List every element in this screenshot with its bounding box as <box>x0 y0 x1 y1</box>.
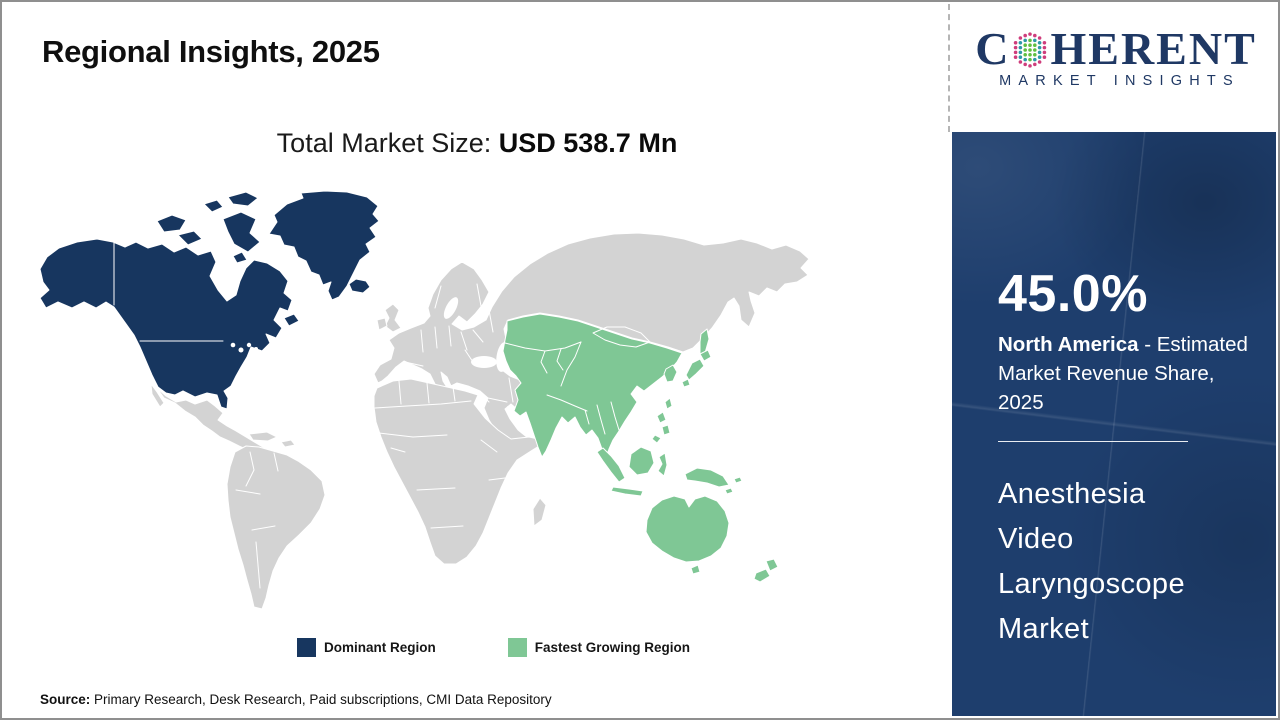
share-region: North America <box>998 333 1139 356</box>
sidebar-divider <box>998 441 1188 442</box>
page-title: Regional Insights, 2025 <box>42 34 380 69</box>
stats-sidebar: 45.0% North America - Estimated Market R… <box>952 132 1276 716</box>
brand-logo: C HER <box>960 26 1272 90</box>
legend-label-fastest: Fastest Growing Region <box>534 640 691 655</box>
total-market-size-value: USD 538.7 Mn <box>498 128 678 158</box>
market-name-line: Laryngoscope <box>998 568 1185 600</box>
market-name: Anesthesia Video Laryngoscope Market <box>998 472 1240 652</box>
brand-subtitle: MARKET INSIGHTS <box>999 73 1240 89</box>
wordmark-right: HERENT <box>1050 23 1257 74</box>
legend-swatch-fastest <box>507 638 527 657</box>
source-text: Primary Research, Desk Research, Paid su… <box>90 692 552 707</box>
region-north-america <box>39 190 380 410</box>
region-asia-mainland <box>502 313 683 458</box>
world-map-choropleth <box>39 190 810 610</box>
market-name-line: Market <box>998 613 1090 645</box>
region-new-guinea <box>684 467 730 488</box>
header-dashed-divider <box>948 4 950 132</box>
region-greenland <box>268 190 380 301</box>
brand-wordmark: C HER <box>960 26 1272 72</box>
region-japan <box>685 358 705 381</box>
legend-label-dominant: Dominant Region <box>324 640 436 655</box>
source-label: Source: <box>40 692 91 707</box>
map-legend: Dominant Region Fastest Growing Region <box>297 638 690 657</box>
source-note: Source: Primary Research, Desk Research,… <box>40 692 552 707</box>
region-usa-canada-alaska <box>39 238 293 410</box>
region-new-zealand <box>753 568 771 583</box>
share-desc-text: - Estimated Market Revenue Share, 2025 <box>998 333 1248 414</box>
total-market-size: Total Market Size: USD 538.7 Mn <box>42 128 912 159</box>
region-asia-pacific <box>502 313 779 583</box>
share-value: 45.0% <box>998 265 1148 323</box>
market-name-line: Anesthesia <box>998 478 1146 510</box>
globe-dots-icon <box>1014 32 1047 68</box>
legend-swatch-dominant <box>297 638 316 657</box>
market-name-line: Video <box>998 523 1074 555</box>
region-iceland <box>348 278 371 294</box>
region-other-land <box>150 232 810 610</box>
region-korea <box>663 364 678 383</box>
share-description: North America - Estimated Market Revenue… <box>998 330 1260 417</box>
region-australia <box>645 495 730 563</box>
total-market-size-label: Total Market Size: <box>276 128 499 158</box>
wordmark-left: C <box>975 23 1011 74</box>
